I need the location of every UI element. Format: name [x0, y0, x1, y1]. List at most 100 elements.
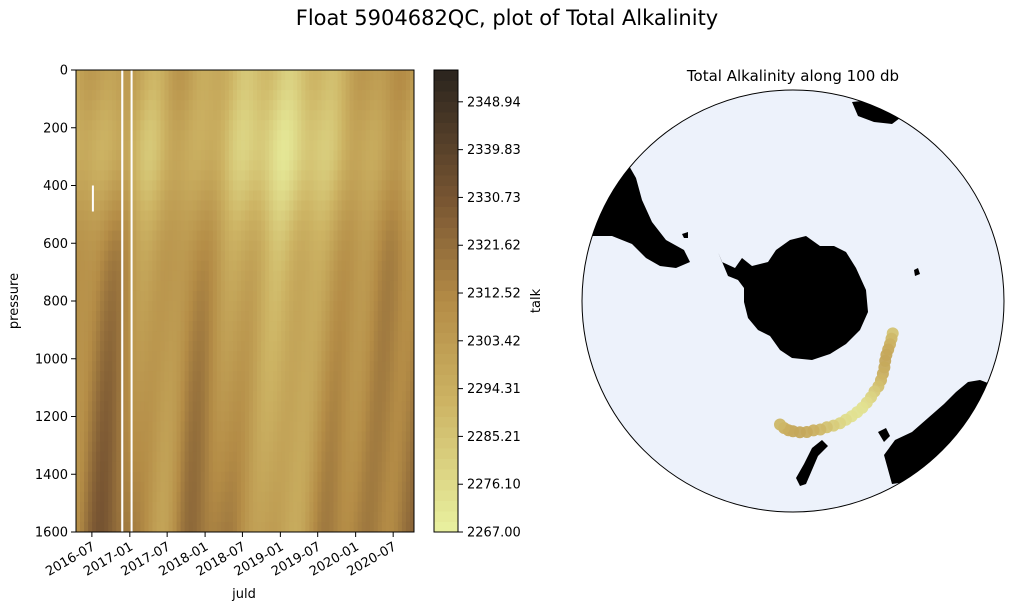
heatmap-cell: [236, 441, 242, 453]
heatmap-cell: [353, 280, 359, 292]
heatmap-cell: [245, 461, 250, 473]
heatmap-cell: [168, 90, 174, 101]
heatmap-cell: [273, 391, 278, 403]
heatmap-cell: [96, 331, 101, 342]
heatmap-cell: [305, 100, 310, 111]
heatmap-cell: [208, 361, 214, 372]
heatmap-cell: [393, 160, 399, 172]
heatmap-cell: [405, 451, 411, 463]
heatmap-cell: [365, 341, 371, 352]
heatmap-cell: [160, 321, 166, 332]
heatmap-cell: [253, 210, 258, 222]
heatmap-cell: [393, 451, 399, 463]
heatmap-cell: [325, 120, 331, 131]
heatmap-cell: [281, 270, 286, 282]
heatmap-cell: [373, 220, 379, 232]
heatmap-cell: [92, 311, 97, 322]
heatmap-cell: [329, 391, 335, 403]
heatmap-cell: [132, 100, 137, 111]
heatmap-cell: [140, 100, 145, 111]
heatmap-cell: [365, 411, 371, 423]
heatmap-cell: [385, 260, 391, 272]
heatmap-cell: [148, 240, 154, 252]
heatmap-cell: [196, 491, 202, 503]
heatmap-cell: [341, 441, 347, 453]
colorbar-band: [434, 175, 458, 186]
heatmap-cell: [156, 351, 162, 362]
heatmap-cell: [389, 250, 395, 262]
heatmap-cell: [397, 150, 403, 161]
heatmap-cell: [249, 411, 254, 423]
heatmap-cell: [224, 170, 230, 182]
heatmap-cell: [345, 381, 351, 392]
heatmap-cell: [112, 230, 117, 242]
heatmap-cell: [88, 120, 93, 131]
heatmap-cell: [261, 160, 266, 172]
heatmap-cell: [204, 230, 210, 242]
heatmap-cell: [136, 301, 141, 312]
heatmap-cell: [168, 431, 174, 443]
heatmap-cell: [144, 180, 150, 192]
heatmap-cell: [365, 290, 371, 302]
heatmap-cell: [144, 230, 150, 242]
heatmap-cell: [353, 401, 359, 413]
heatmap-cell: [240, 351, 246, 362]
heatmap-cell: [76, 301, 81, 312]
heatmap-cell: [325, 451, 331, 463]
heatmap-cell: [92, 521, 97, 532]
heatmap-cell: [337, 280, 343, 292]
heatmap-cell: [140, 371, 145, 382]
heatmap-cell: [397, 110, 403, 121]
heatmap-cell: [349, 250, 355, 262]
heatmap-cell: [293, 70, 298, 81]
heatmap-cell: [204, 371, 210, 382]
heatmap-cell: [160, 190, 166, 202]
heatmap-cell: [164, 220, 170, 232]
heatmap-cell: [144, 110, 150, 121]
heatmap-cell: [140, 240, 145, 252]
heatmap-cell: [232, 240, 238, 252]
heatmap-cell: [369, 150, 375, 161]
heatmap-cell: [349, 471, 355, 483]
heatmap-cell: [112, 391, 117, 403]
heatmap-cell: [220, 100, 226, 111]
heatmap-cell: [208, 290, 214, 302]
heatmap-cell: [88, 240, 93, 252]
heatmap-cell: [204, 301, 210, 312]
heatmap-cell: [212, 411, 218, 423]
heatmap-cell: [92, 240, 97, 252]
heatmap-cell: [245, 471, 250, 483]
heatmap-cell: [269, 481, 274, 493]
heatmap-cell: [301, 371, 306, 382]
heatmap-cell: [305, 180, 310, 192]
heatmap-cell: [116, 331, 121, 342]
heatmap-cell: [245, 290, 250, 302]
heatmap-cell: [369, 401, 375, 413]
heatmap-cell: [212, 481, 218, 493]
heatmap-cell: [188, 130, 194, 141]
heatmap-cell: [236, 431, 242, 443]
colorbar-band: [434, 122, 458, 134]
heatmap-cell: [76, 230, 81, 242]
heatmap-cell: [357, 110, 363, 121]
heatmap-cell: [393, 120, 399, 131]
heatmap-cell: [393, 341, 399, 352]
heatmap-cell: [176, 140, 182, 151]
heatmap-cell: [144, 200, 150, 212]
heatmap-cell: [253, 100, 258, 111]
heatmap-cell: [160, 220, 166, 232]
heatmap-cell: [401, 501, 407, 513]
heatmap-cell: [204, 100, 210, 111]
heatmap-cell: [84, 130, 89, 141]
heatmap-cell: [124, 250, 129, 262]
heatmap-cell: [293, 130, 298, 141]
heatmap-cell: [389, 331, 395, 342]
heatmap-y-tick-label: 200: [43, 121, 68, 136]
heatmap-cell: [381, 140, 387, 151]
heatmap-cell: [245, 451, 250, 463]
heatmap-cell: [357, 270, 363, 282]
heatmap-cell: [321, 70, 327, 81]
heatmap-cell: [317, 100, 323, 111]
heatmap-cell: [317, 331, 323, 342]
heatmap-cell: [321, 421, 327, 433]
